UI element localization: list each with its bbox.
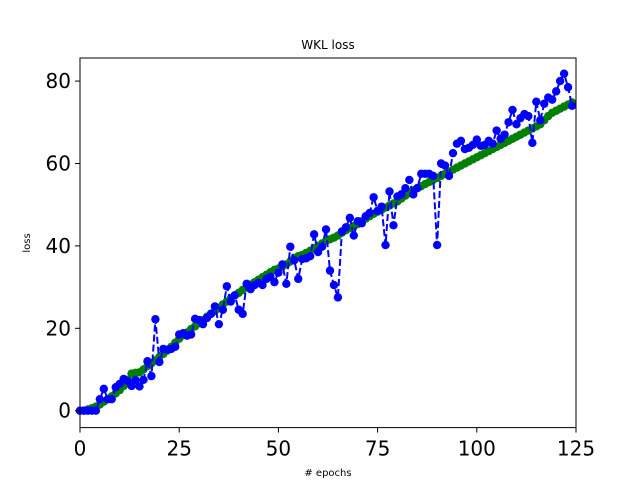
series-1-point bbox=[440, 161, 450, 170]
series-layer bbox=[75, 69, 577, 415]
series-1-point bbox=[512, 120, 521, 129]
series-1-point bbox=[226, 297, 235, 306]
series-1-point bbox=[286, 242, 295, 251]
series-1-point bbox=[95, 394, 105, 404]
series-1-point bbox=[401, 184, 410, 193]
series-1-point bbox=[389, 221, 398, 230]
series-1-point bbox=[329, 280, 339, 290]
series-1-point bbox=[171, 342, 180, 352]
series-1-point bbox=[555, 76, 565, 86]
x-axis-label: # epochs bbox=[304, 468, 351, 479]
series-1-point bbox=[290, 256, 299, 265]
series-1-point bbox=[397, 190, 406, 199]
series-1-point bbox=[321, 225, 331, 234]
series-1-point bbox=[456, 136, 466, 146]
series-1-point bbox=[99, 384, 109, 394]
series-1-point bbox=[151, 315, 160, 324]
series-1-point bbox=[305, 251, 315, 261]
series-1-point bbox=[341, 223, 351, 232]
series-1 bbox=[75, 69, 577, 415]
series-1-point bbox=[155, 357, 164, 367]
series-1-point bbox=[532, 97, 541, 106]
series-1-point bbox=[567, 101, 577, 110]
series-1-point bbox=[524, 111, 533, 121]
series-1-point bbox=[559, 69, 569, 78]
x-axis-ticks: 0 25 50 75 100 125 bbox=[74, 427, 595, 461]
series-1-point bbox=[492, 126, 501, 135]
series-1-point bbox=[488, 139, 497, 148]
series-1-point bbox=[448, 148, 458, 158]
series-1-point bbox=[147, 371, 156, 381]
series-1-point bbox=[222, 282, 232, 291]
x-tick-label: 100 bbox=[458, 437, 496, 461]
x-tick-label: 75 bbox=[365, 437, 390, 461]
y-tick-label: 60 bbox=[46, 151, 71, 175]
series-1-point bbox=[500, 130, 509, 139]
series-1-point bbox=[349, 231, 358, 240]
series-1-point bbox=[357, 219, 366, 228]
series-1-point bbox=[409, 190, 418, 199]
series-1-point bbox=[186, 330, 196, 339]
series-1-point bbox=[91, 406, 101, 415]
series-1-point bbox=[413, 184, 422, 193]
series-1-point bbox=[428, 171, 438, 181]
y-axis-label: loss bbox=[22, 233, 33, 252]
series-1-point bbox=[274, 268, 283, 277]
series-1-point bbox=[333, 293, 343, 302]
series-1-point bbox=[504, 118, 513, 127]
series-1-point bbox=[377, 202, 386, 211]
series-1-point bbox=[258, 280, 267, 290]
x-tick-label: 125 bbox=[557, 437, 595, 461]
series-1-point bbox=[218, 305, 228, 314]
series-1-point bbox=[563, 83, 573, 92]
series-1-point bbox=[282, 279, 291, 288]
series-1-point bbox=[405, 175, 414, 185]
series-1-point bbox=[270, 277, 279, 287]
series-1-point bbox=[278, 260, 287, 269]
series-1-point bbox=[317, 242, 327, 251]
series-1-point bbox=[508, 105, 517, 115]
series-1-point bbox=[540, 99, 549, 108]
x-tick-label: 25 bbox=[166, 437, 191, 461]
series-1-point bbox=[444, 171, 454, 181]
chart-title: WKL loss bbox=[301, 38, 354, 52]
series-1-point bbox=[381, 240, 390, 250]
series-1-point bbox=[528, 138, 537, 148]
series-1-point bbox=[432, 240, 442, 250]
series-1-point bbox=[536, 116, 545, 125]
series-1-point bbox=[139, 375, 148, 385]
series-1-point bbox=[385, 187, 394, 196]
plot-area bbox=[75, 57, 577, 429]
series-1-point bbox=[210, 302, 220, 311]
y-tick-label: 20 bbox=[46, 316, 71, 340]
series-1-point bbox=[198, 319, 208, 329]
series-1-point bbox=[365, 208, 374, 218]
y-tick-label: 40 bbox=[46, 234, 71, 258]
series-1-point bbox=[345, 213, 355, 223]
series-1-point bbox=[294, 274, 303, 284]
series-1-point bbox=[135, 382, 144, 391]
series-1-point bbox=[551, 87, 561, 96]
series-1-point bbox=[547, 95, 557, 104]
axes-frame bbox=[79, 57, 577, 429]
series-1-point bbox=[143, 357, 152, 366]
x-tick-label: 0 bbox=[74, 437, 87, 461]
series-1-point bbox=[325, 266, 335, 275]
y-axis-ticks: 0 20 40 60 80 bbox=[46, 69, 80, 423]
series-1-point bbox=[230, 291, 239, 300]
y-tick-label: 0 bbox=[58, 399, 71, 423]
series-1-point bbox=[309, 230, 319, 239]
series-1-point bbox=[214, 319, 224, 329]
series-1-point bbox=[472, 135, 481, 144]
series-1-point bbox=[131, 376, 140, 385]
series-1-point bbox=[238, 309, 247, 319]
series-1-point bbox=[206, 309, 216, 319]
series-1-point bbox=[107, 394, 116, 404]
y-tick-label: 80 bbox=[46, 69, 71, 93]
x-tick-label: 50 bbox=[266, 437, 291, 461]
series-1-point bbox=[369, 193, 378, 202]
